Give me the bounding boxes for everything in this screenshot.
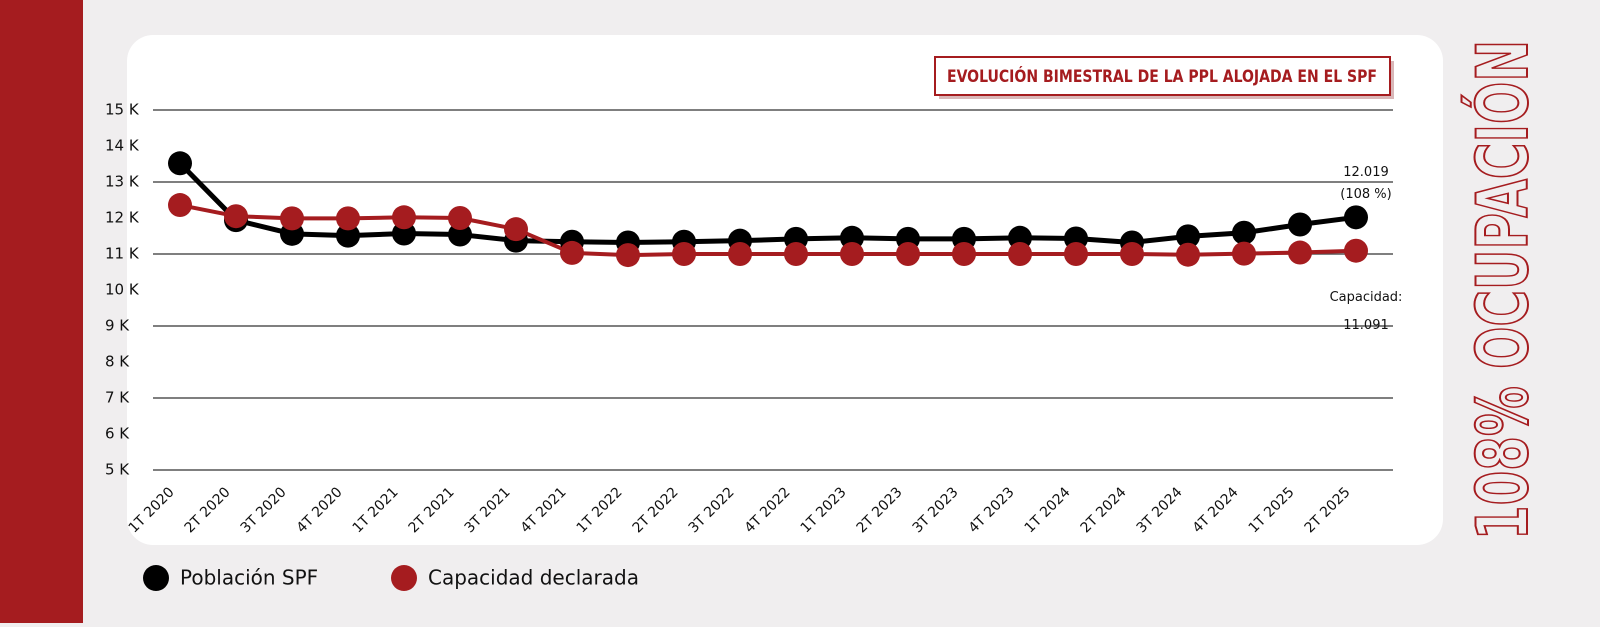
value-label: 11.091 bbox=[1343, 318, 1389, 333]
data-point bbox=[1176, 224, 1200, 249]
data-point bbox=[448, 222, 472, 247]
value-label: 12.019 bbox=[1343, 165, 1389, 180]
legend-marker bbox=[391, 565, 417, 591]
data-point bbox=[840, 242, 864, 266]
data-point bbox=[672, 242, 696, 266]
data-point bbox=[1344, 205, 1368, 230]
data-point bbox=[224, 204, 248, 229]
data-point bbox=[1064, 242, 1088, 266]
y-tick-label: 15 K bbox=[105, 101, 140, 119]
data-point bbox=[168, 193, 192, 218]
y-tick-label: 11 K bbox=[105, 245, 140, 263]
title-box bbox=[934, 56, 1391, 96]
legend-marker bbox=[143, 565, 169, 591]
data-point bbox=[560, 240, 584, 265]
data-point bbox=[336, 223, 360, 248]
data-point bbox=[280, 206, 304, 231]
chart-title: EVOLUCIÓN BIMESTRAL DE LA PPL ALOJADA EN… bbox=[947, 65, 1377, 87]
data-point bbox=[1008, 242, 1032, 266]
data-point bbox=[616, 243, 640, 268]
data-point bbox=[392, 205, 416, 230]
y-tick-label: 13 K bbox=[105, 173, 140, 191]
annotation: Capacidad: bbox=[1330, 290, 1403, 305]
y-tick-label: 7 K bbox=[105, 389, 130, 407]
panel bbox=[127, 35, 1443, 545]
y-tick-label: 12 K bbox=[105, 209, 140, 227]
y-tick-label: 8 K bbox=[105, 353, 130, 371]
data-point bbox=[1288, 240, 1312, 265]
legend-label: Población SPF bbox=[180, 566, 318, 590]
y-tick-label: 14 K bbox=[105, 137, 140, 155]
data-point bbox=[336, 206, 360, 231]
series-line bbox=[179, 203, 1357, 258]
data-point bbox=[168, 151, 192, 176]
y-tick-label: 9 K bbox=[105, 317, 130, 335]
annotation: (108 %) bbox=[1340, 187, 1391, 202]
data-point bbox=[1232, 241, 1256, 266]
data-point bbox=[728, 242, 752, 266]
data-point bbox=[504, 217, 528, 242]
data-point bbox=[784, 242, 808, 266]
y-tick-label: 5 K bbox=[105, 461, 130, 479]
data-point bbox=[1176, 242, 1200, 267]
data-point bbox=[1288, 212, 1312, 237]
y-tick-label: 6 K bbox=[105, 425, 130, 443]
data-point bbox=[896, 242, 920, 266]
data-point bbox=[952, 242, 976, 266]
data-point bbox=[1120, 242, 1144, 266]
legend-label: Capacidad declarada bbox=[428, 566, 639, 590]
side-band bbox=[0, 0, 83, 623]
series-line bbox=[178, 161, 1357, 245]
data-point bbox=[1344, 238, 1368, 263]
side-title: 108% OCUPACIÓN bbox=[1462, 40, 1544, 540]
data-point bbox=[448, 206, 472, 230]
y-tick-label: 10 K bbox=[105, 281, 140, 299]
data-point bbox=[1232, 220, 1256, 245]
